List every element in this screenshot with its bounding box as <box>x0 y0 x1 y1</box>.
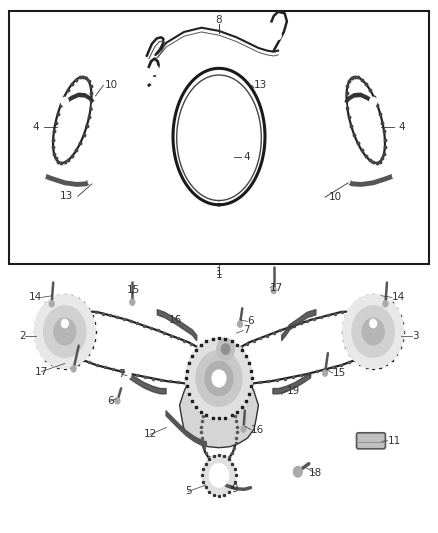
Circle shape <box>271 287 276 294</box>
Circle shape <box>38 170 46 180</box>
Text: 5: 5 <box>185 487 192 496</box>
Circle shape <box>275 32 281 39</box>
Text: 15: 15 <box>333 368 346 378</box>
Circle shape <box>71 366 76 372</box>
Text: 9: 9 <box>231 484 238 494</box>
Text: 7: 7 <box>243 326 250 335</box>
Circle shape <box>221 344 230 354</box>
Circle shape <box>237 321 243 327</box>
Circle shape <box>212 370 226 387</box>
Text: 17: 17 <box>35 367 48 376</box>
Text: 12: 12 <box>144 430 157 439</box>
Text: 13: 13 <box>60 191 73 201</box>
Text: 15: 15 <box>127 286 140 295</box>
Text: 4: 4 <box>399 122 406 132</box>
Text: 4: 4 <box>243 152 250 162</box>
Circle shape <box>370 98 377 106</box>
Circle shape <box>150 77 156 85</box>
Circle shape <box>344 177 350 184</box>
Circle shape <box>352 306 394 357</box>
Text: 19: 19 <box>287 386 300 395</box>
Text: 11: 11 <box>388 436 401 446</box>
Circle shape <box>275 15 283 25</box>
Circle shape <box>54 318 76 345</box>
Text: 16: 16 <box>251 425 264 434</box>
Text: 16: 16 <box>169 315 182 325</box>
Circle shape <box>392 170 400 180</box>
Circle shape <box>49 301 54 307</box>
Text: 17: 17 <box>270 283 283 293</box>
Text: 6: 6 <box>247 317 254 326</box>
Text: 8: 8 <box>215 15 223 25</box>
Text: 4: 4 <box>32 122 39 132</box>
Circle shape <box>202 455 236 496</box>
Circle shape <box>151 65 159 75</box>
Text: 3: 3 <box>412 331 418 341</box>
Circle shape <box>61 319 68 328</box>
Circle shape <box>205 361 233 395</box>
Text: 18: 18 <box>309 469 322 478</box>
Circle shape <box>241 426 246 432</box>
FancyBboxPatch shape <box>357 433 385 449</box>
Circle shape <box>322 370 328 376</box>
Circle shape <box>383 301 388 307</box>
Text: 1: 1 <box>215 270 223 280</box>
Circle shape <box>125 371 131 378</box>
Text: 10: 10 <box>328 192 342 202</box>
Circle shape <box>115 398 120 404</box>
Circle shape <box>209 464 229 487</box>
Circle shape <box>370 319 377 328</box>
Circle shape <box>61 98 68 106</box>
Circle shape <box>362 318 384 345</box>
Bar <box>9 11 429 264</box>
Text: 1: 1 <box>215 267 223 277</box>
Circle shape <box>44 306 86 357</box>
Circle shape <box>196 351 242 406</box>
Circle shape <box>217 338 234 360</box>
Circle shape <box>339 102 346 109</box>
Text: 14: 14 <box>392 293 405 302</box>
Circle shape <box>186 338 252 418</box>
Text: 14: 14 <box>28 293 42 302</box>
Circle shape <box>130 299 135 305</box>
Circle shape <box>35 295 95 368</box>
Text: 7: 7 <box>118 369 125 379</box>
Circle shape <box>343 295 403 368</box>
Circle shape <box>293 466 302 477</box>
Polygon shape <box>180 381 258 448</box>
Text: 10: 10 <box>105 80 118 90</box>
Circle shape <box>92 102 99 109</box>
Text: 13: 13 <box>254 80 267 90</box>
Circle shape <box>88 177 94 184</box>
Text: 2: 2 <box>19 331 25 341</box>
Text: 6: 6 <box>107 397 114 406</box>
